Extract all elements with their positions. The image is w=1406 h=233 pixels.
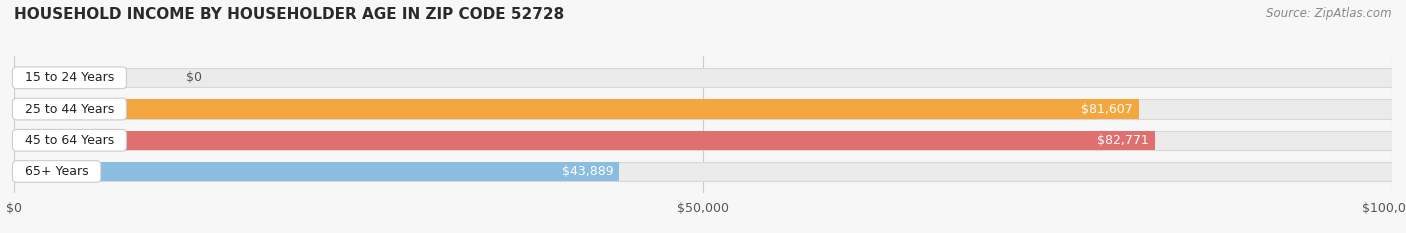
Bar bbox=[14, 130, 1392, 150]
Bar bbox=[14, 68, 1392, 87]
Bar bbox=[14, 162, 1392, 181]
Text: $82,771: $82,771 bbox=[1097, 134, 1149, 147]
Text: $81,607: $81,607 bbox=[1081, 103, 1133, 116]
Text: $0: $0 bbox=[187, 71, 202, 84]
Text: 15 to 24 Years: 15 to 24 Years bbox=[17, 71, 122, 84]
Text: HOUSEHOLD INCOME BY HOUSEHOLDER AGE IN ZIP CODE 52728: HOUSEHOLD INCOME BY HOUSEHOLDER AGE IN Z… bbox=[14, 7, 564, 22]
Bar bbox=[14, 130, 1154, 150]
Text: 65+ Years: 65+ Years bbox=[17, 165, 97, 178]
Bar bbox=[14, 99, 1139, 119]
Text: 45 to 64 Years: 45 to 64 Years bbox=[17, 134, 122, 147]
Bar bbox=[14, 162, 619, 181]
Text: 25 to 44 Years: 25 to 44 Years bbox=[17, 103, 122, 116]
Bar bbox=[14, 99, 1392, 119]
Text: Source: ZipAtlas.com: Source: ZipAtlas.com bbox=[1267, 7, 1392, 20]
Text: $43,889: $43,889 bbox=[561, 165, 613, 178]
